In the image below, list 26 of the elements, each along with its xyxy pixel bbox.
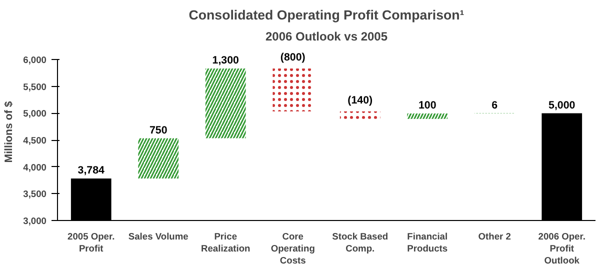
chart-title: Consolidated Operating Profit Comparison¹	[188, 8, 465, 22]
y-tick-label: 4,500	[23, 136, 46, 146]
y-tick-label: 3,000	[23, 216, 46, 226]
data-label: 100	[418, 100, 436, 112]
x-tick-label: 2005 Oper. Profit	[68, 232, 115, 254]
data-label: 3,784	[78, 164, 105, 177]
data-label: 6	[492, 99, 498, 112]
data-label: (140)	[348, 94, 374, 107]
data-label: 750	[149, 124, 168, 136]
y-tick-label: 3,500	[23, 189, 46, 200]
y-tick-label: 5,500	[23, 82, 46, 92]
x-tick-label: Price Realization	[201, 232, 251, 254]
x-tick-label: Sales Volume	[128, 232, 188, 242]
y-tick-label: 5,000	[23, 108, 46, 119]
y-axis-title: Millions of $	[3, 101, 16, 163]
data-label: 5,000	[548, 99, 576, 112]
x-tick-label: Core Operating Costs	[270, 232, 316, 266]
y-tick-label: 6,000	[23, 55, 46, 66]
y-tick-label: 4,000	[23, 162, 46, 172]
x-tick-label: Other 2	[478, 232, 511, 242]
chart-subtitle: 2006 Outlook vs 2005	[265, 30, 388, 44]
x-tick-label: Financial Products	[407, 232, 448, 254]
x-tick-label: Stock Based Comp.	[332, 232, 388, 254]
data-label: (800)	[280, 52, 306, 64]
x-tick-label: 2006 Oper. Profit Outlook	[538, 232, 586, 266]
data-label: 1,300	[212, 54, 240, 67]
